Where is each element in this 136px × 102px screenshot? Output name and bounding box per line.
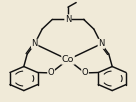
Text: O: O bbox=[82, 68, 88, 77]
Text: Co: Co bbox=[62, 55, 74, 64]
Text: N: N bbox=[98, 39, 104, 48]
Text: N: N bbox=[32, 39, 38, 48]
Text: O: O bbox=[48, 68, 54, 77]
Text: N: N bbox=[65, 15, 71, 24]
